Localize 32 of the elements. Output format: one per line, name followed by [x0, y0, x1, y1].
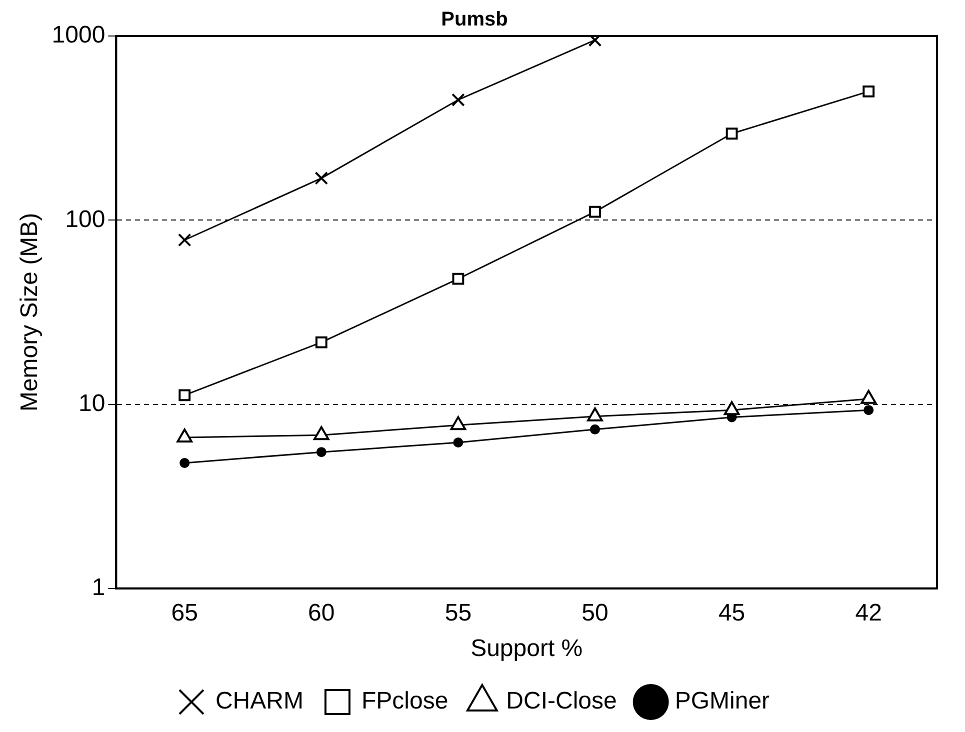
x-axis-title: Support % [470, 635, 583, 662]
point [452, 93, 465, 107]
point [315, 336, 328, 348]
y-tick-label: 1000 [52, 22, 106, 49]
x-tick-label: 65 [171, 599, 198, 626]
point [726, 128, 738, 140]
point [864, 405, 874, 416]
y-tick-label: 10 [78, 390, 106, 417]
x-tick-label: 45 [718, 599, 746, 626]
y-tick-label: 100 [65, 206, 106, 233]
point [862, 85, 875, 98]
y-axis-title: Memory Size (MB) [16, 212, 44, 412]
legend-label: DCI-Close [506, 688, 617, 715]
point [452, 272, 464, 285]
point [588, 36, 602, 47]
point [178, 233, 192, 247]
point [316, 447, 326, 458]
point [314, 172, 328, 185]
point [178, 389, 191, 402]
point [589, 206, 601, 218]
chart-title: Pumsb [441, 8, 508, 31]
point [453, 437, 464, 448]
legend-label: PGMiner [674, 688, 770, 715]
point [180, 458, 190, 468]
y-tick-label: 1 [92, 574, 106, 602]
legend-label: FPclose [361, 688, 448, 715]
point [590, 424, 600, 434]
x-tick-label: 42 [855, 599, 882, 626]
x-tick-label: 55 [444, 599, 472, 626]
x-tick-label: 50 [582, 599, 608, 626]
x-tick-label: 60 [308, 599, 335, 626]
legend-label: CHARM [215, 688, 304, 715]
